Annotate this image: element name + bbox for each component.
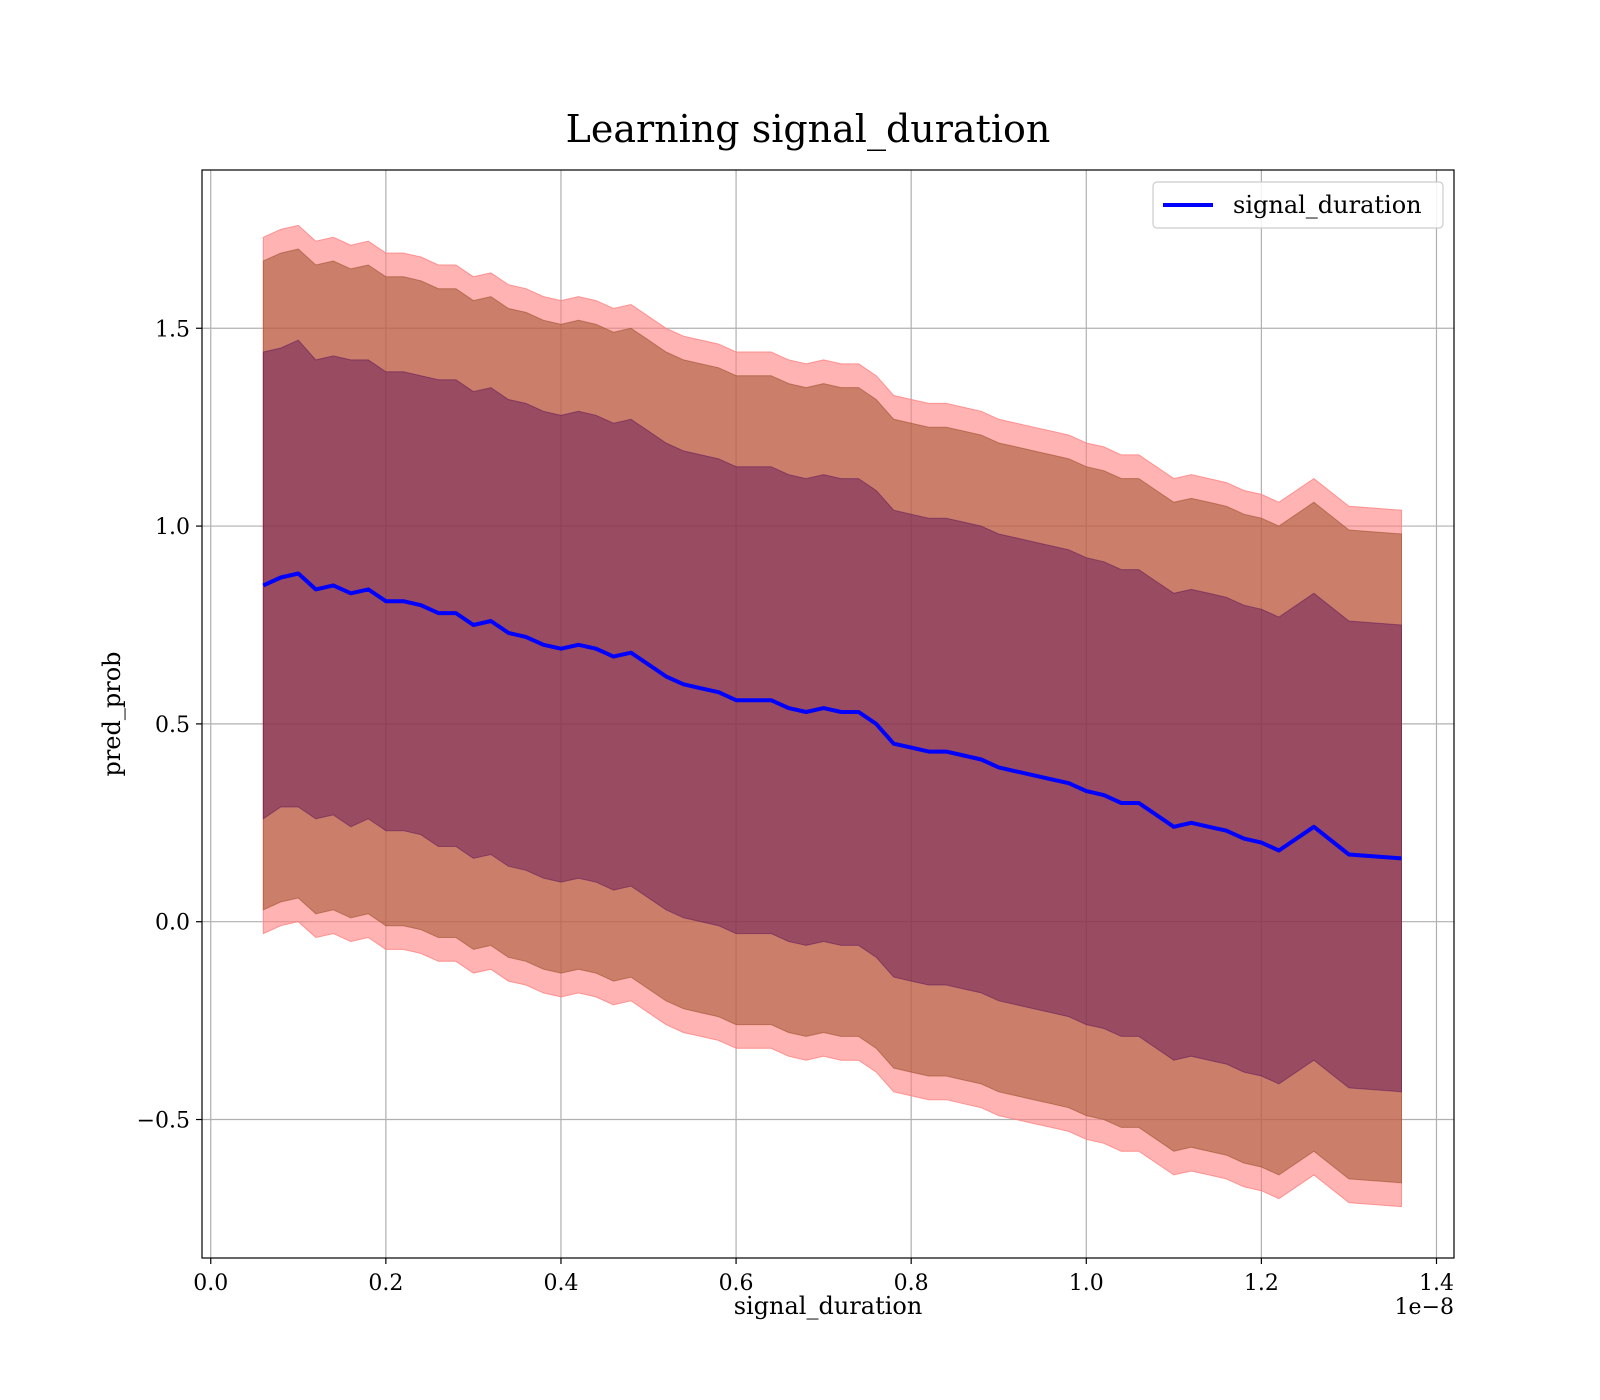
series-lines: [262, 571, 1402, 861]
x-tick-label: 0.2: [368, 1271, 403, 1296]
y-axis-ticks: −0.5 0.0 0.5 1.0 1.5: [137, 317, 202, 1134]
y-tick-label: 0.0: [155, 911, 190, 936]
band-middle: [262, 248, 1402, 1184]
x-tick-label: 0.8: [894, 1271, 929, 1296]
band-inner: [262, 339, 1402, 1093]
legend-box: [1152, 181, 1444, 229]
x-tick-label: 1.0: [1069, 1271, 1104, 1296]
plot-frame: [201, 169, 1455, 1259]
x-axis-label: signal_duration: [734, 1292, 923, 1320]
y-tick-label: 1.0: [155, 515, 190, 540]
y-axis-label: pred_prob: [98, 651, 126, 776]
y-tick-label: −0.5: [137, 1109, 190, 1134]
series-line-signal-duration: [262, 571, 1402, 861]
x-tick-label: 1.2: [1244, 1271, 1279, 1296]
x-axis-ticks: 0.0 0.2 0.4 0.6 0.8 1.0 1.2 1.4: [193, 1258, 1454, 1296]
x-axis-offset-label: 1e−8: [1395, 1295, 1454, 1320]
legend-label: signal_duration: [1233, 191, 1422, 219]
y-tick-label: 0.5: [155, 713, 190, 738]
x-tick-label: 0.4: [543, 1271, 578, 1296]
legend: signal_duration: [1152, 181, 1444, 229]
x-tick-label: 0.0: [193, 1271, 228, 1296]
chart-title: Learning signal_duration: [566, 107, 1051, 152]
x-tick-label: 1.4: [1419, 1271, 1454, 1296]
y-tick-label: 1.5: [155, 317, 190, 342]
x-tick-label: 0.6: [719, 1271, 754, 1296]
bands: [262, 224, 1402, 1208]
